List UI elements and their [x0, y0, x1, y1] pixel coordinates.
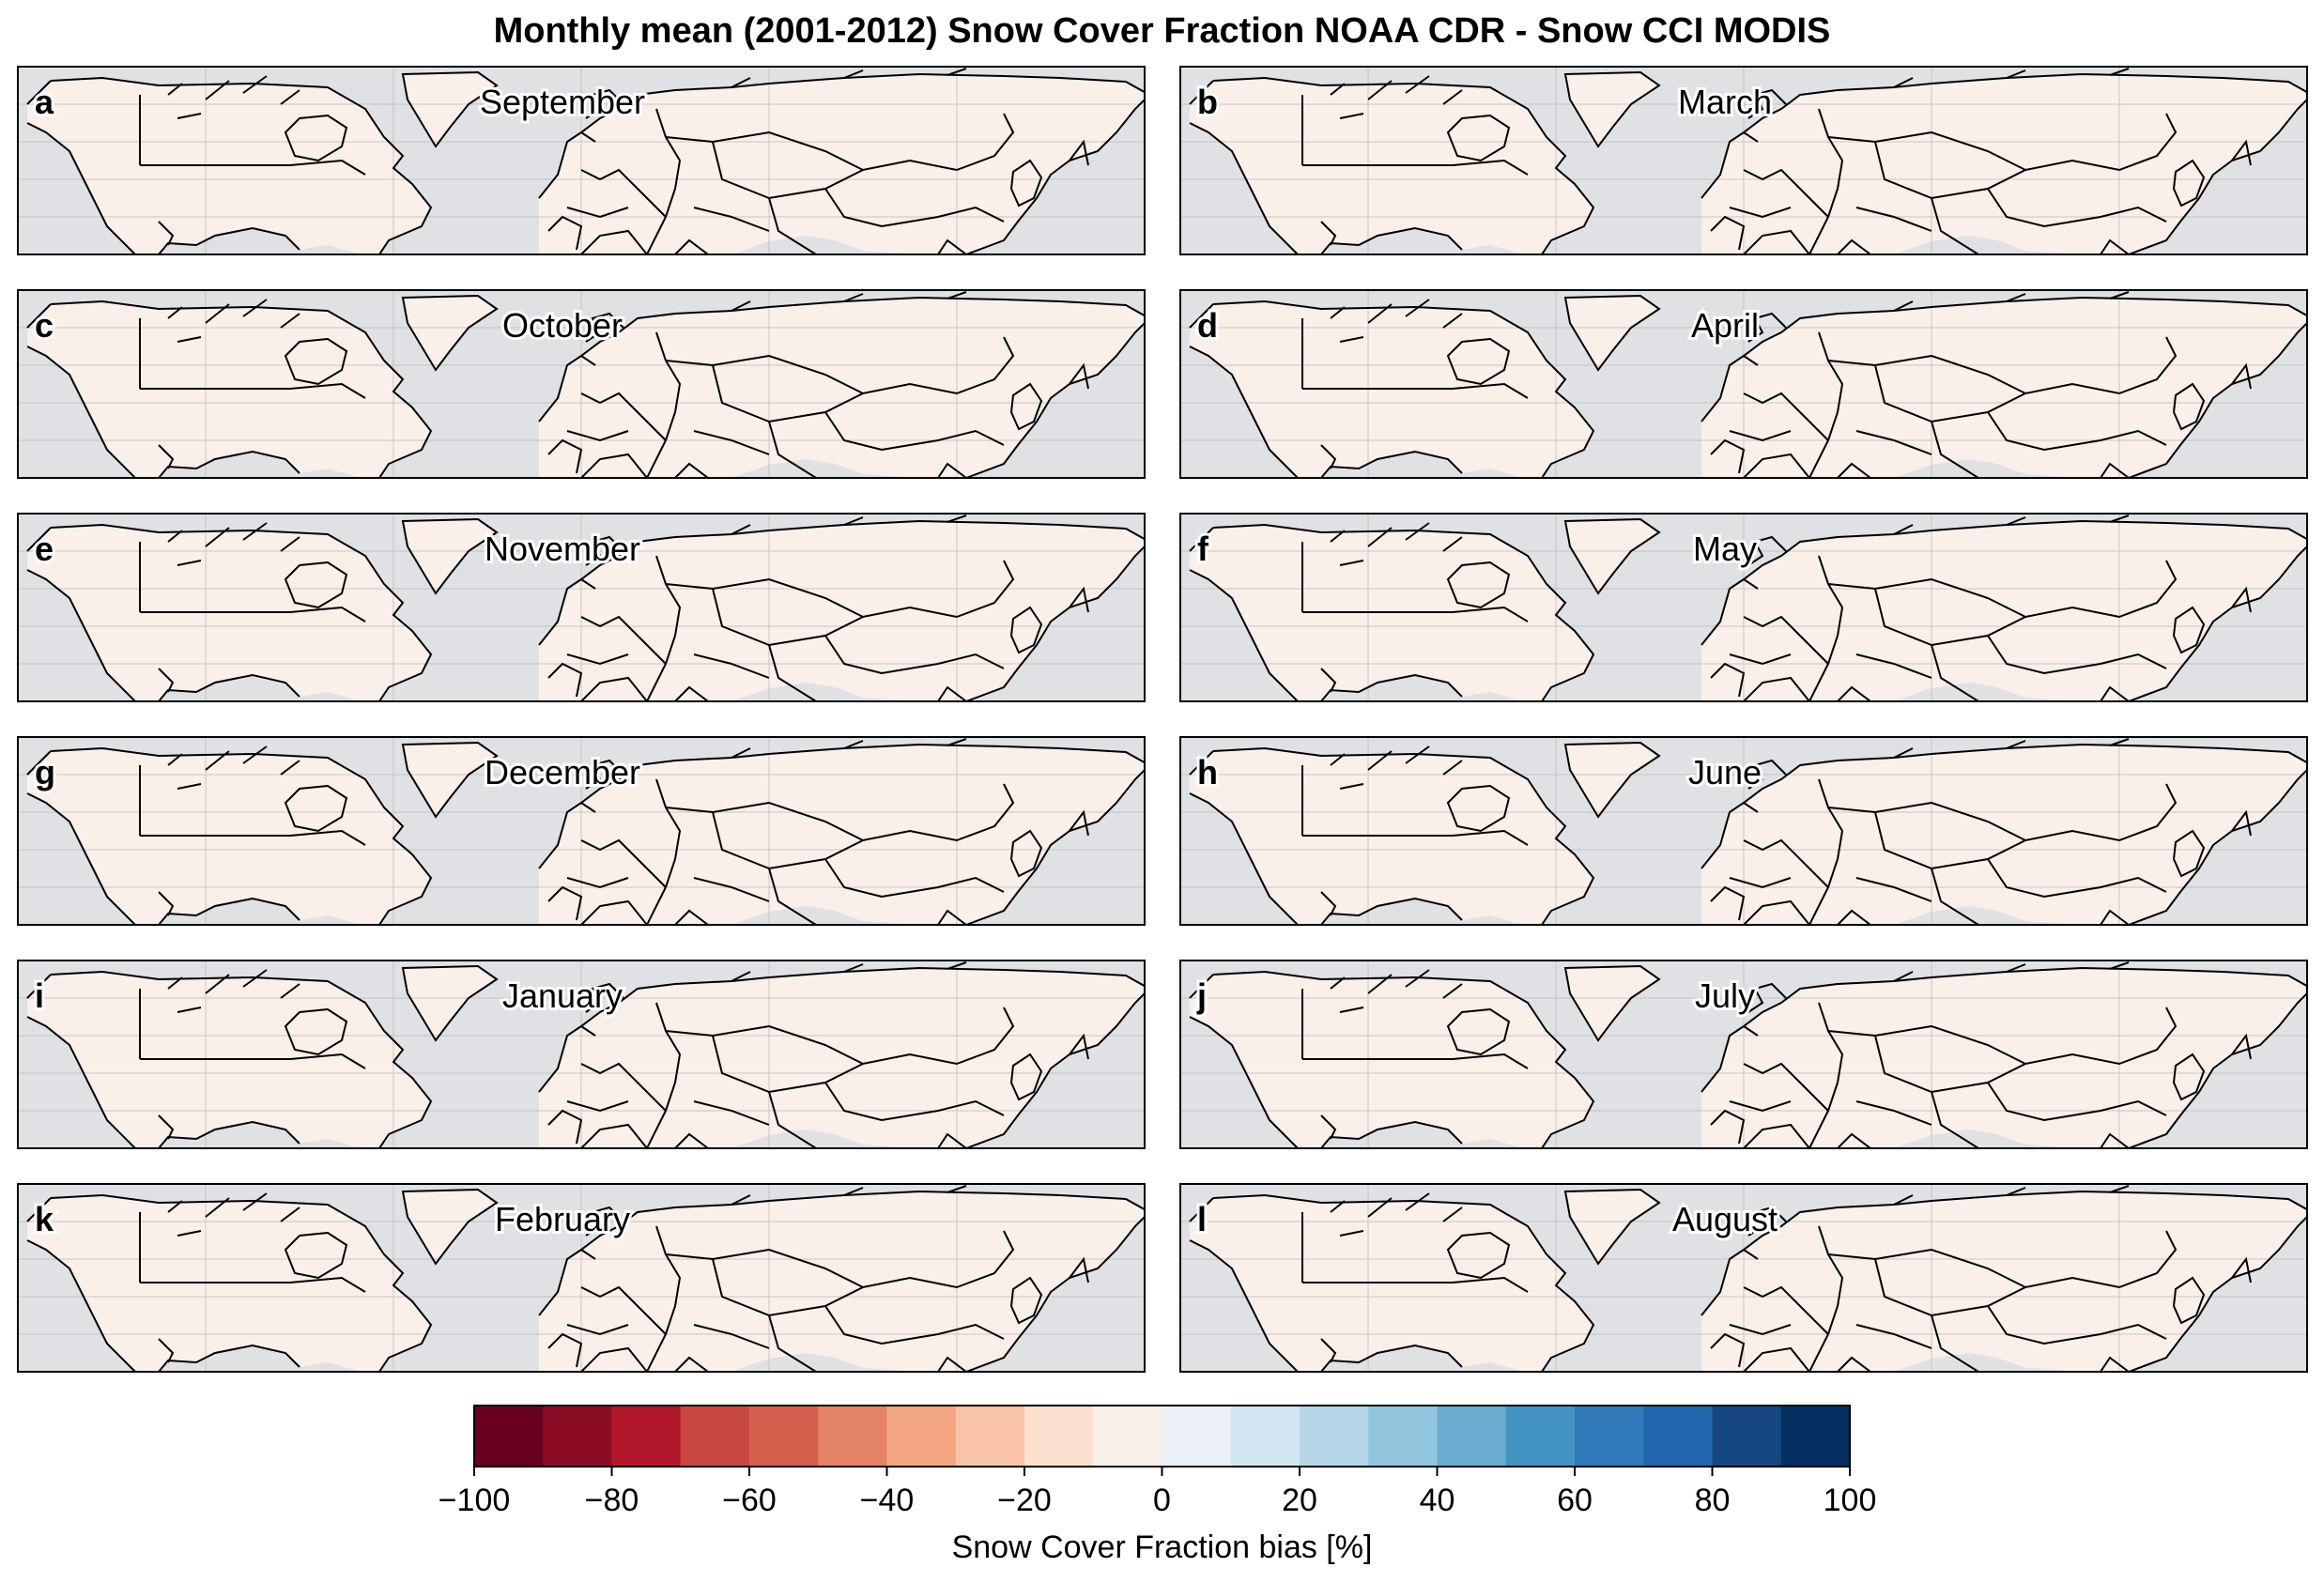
gridlines — [1180, 737, 2307, 925]
colorbar-bin — [1162, 1406, 1232, 1467]
colorbar-tick-label: −100 — [439, 1483, 511, 1518]
colorbar-bin — [1505, 1406, 1576, 1467]
figure-title: Monthly mean (2001-2012) Snow Cover Frac… — [493, 11, 1831, 51]
panel-letter: g — [35, 753, 55, 792]
panel-month-label: August — [1672, 1200, 1778, 1238]
colorbar-tick-label: 60 — [1557, 1483, 1593, 1518]
panel-month-label: May — [1693, 530, 1757, 568]
colorbar-bin — [1437, 1406, 1507, 1467]
gridlines — [1180, 514, 2307, 701]
panel-month-label: April — [1691, 306, 1759, 345]
gridlines — [1180, 1184, 2307, 1372]
colorbar-tick-label: −40 — [860, 1483, 915, 1518]
panel-letter: h — [1197, 753, 1218, 792]
colorbar-bin — [1093, 1406, 1162, 1467]
gridlines — [1180, 961, 2307, 1148]
map-panel-a: a September — [17, 66, 1146, 255]
panel-letter: j — [1196, 976, 1207, 1015]
colorbar-bin — [474, 1406, 544, 1467]
panel-letter: c — [35, 306, 54, 345]
panel-month-label: March — [1678, 83, 1772, 121]
colorbar-bin — [1230, 1406, 1301, 1467]
map-panel-e: e November — [17, 513, 1146, 702]
map-panel-k: k February — [17, 1183, 1146, 1373]
colorbar-bin — [955, 1406, 1025, 1467]
map-panel-l: l August — [1179, 1183, 2308, 1373]
map-panel-b: b March — [1179, 66, 2308, 255]
colorbar-tick-label: −20 — [997, 1483, 1052, 1518]
colorbar-bin — [543, 1406, 612, 1467]
panel-month-label: January — [502, 976, 623, 1015]
colorbar-tick-label: −80 — [585, 1483, 639, 1518]
panel-letter: k — [35, 1200, 54, 1238]
colorbar-bin — [1368, 1406, 1438, 1467]
colorbar-tick-label: 20 — [1282, 1483, 1317, 1518]
colorbar-bin — [680, 1406, 750, 1467]
colorbar-bin — [1575, 1406, 1644, 1467]
gridlines — [18, 1184, 1145, 1372]
colorbar-bin — [1780, 1406, 1851, 1467]
map-panel-c: c October — [17, 289, 1146, 479]
colorbar-bin — [749, 1406, 819, 1467]
panel-letter: f — [1197, 530, 1209, 568]
panel-month-label: October — [502, 306, 623, 345]
map-panel-i: i January — [17, 960, 1146, 1149]
colorbar-tick-label: 0 — [1153, 1483, 1171, 1518]
colorbar-bin — [1643, 1406, 1713, 1467]
panel-letter: d — [1197, 306, 1218, 345]
map-panel-g: g December — [17, 736, 1146, 926]
gridlines — [18, 67, 1145, 254]
gridlines — [1180, 67, 2307, 254]
map-panel-h: h June — [1179, 736, 2308, 926]
gridlines — [1180, 290, 2307, 478]
colorbar-bin — [1300, 1406, 1369, 1467]
colorbar-label: Snow Cover Fraction bias [%] — [952, 1529, 1373, 1565]
gridlines — [18, 514, 1145, 701]
colorbar-bin — [1024, 1406, 1094, 1467]
panel-letter: e — [35, 530, 54, 568]
panel-letter: b — [1197, 83, 1218, 121]
panel-letter: l — [1197, 1200, 1207, 1238]
colorbar-tick-label: 100 — [1824, 1483, 1877, 1518]
panel-month-label: February — [495, 1200, 630, 1238]
map-panel-j: j July — [1179, 960, 2308, 1149]
gridlines — [18, 290, 1145, 478]
colorbar-bin — [818, 1406, 887, 1467]
map-panel-d: d April — [1179, 289, 2308, 479]
colorbar-bin — [1712, 1406, 1782, 1467]
panel-month-label: November — [485, 530, 640, 568]
panel-month-label: June — [1688, 753, 1762, 792]
gridlines — [18, 737, 1145, 925]
gridlines — [18, 961, 1145, 1148]
colorbar-tick-label: −60 — [722, 1483, 777, 1518]
panel-month-label: July — [1695, 976, 1755, 1015]
colorbar-bin — [886, 1406, 957, 1467]
panel-letter: i — [35, 976, 44, 1015]
colorbar: −100 −80 −60 −40 −20 0 20 40 60 80 100 Snow Cover F… — [439, 1405, 1877, 1565]
panel-month-label: December — [485, 753, 640, 792]
map-panel-f: f May — [1179, 513, 2308, 702]
colorbar-tick-label: 40 — [1420, 1483, 1455, 1518]
colorbar-tick-label: 80 — [1695, 1483, 1731, 1518]
colorbar-bin — [611, 1406, 682, 1467]
panel-letter: a — [35, 83, 54, 121]
panel-month-label: September — [480, 83, 645, 121]
